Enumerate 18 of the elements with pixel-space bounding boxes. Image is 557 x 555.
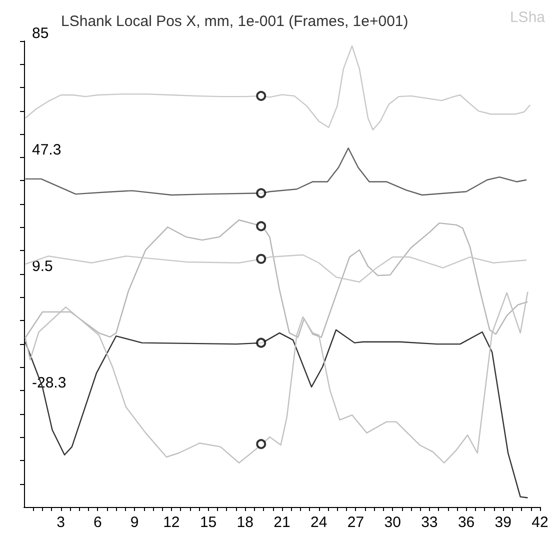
y-tick-label: 85 (32, 25, 49, 42)
x-tick-label: 21 (274, 514, 290, 531)
x-tick-label: 30 (384, 514, 401, 531)
x-tick-label: 15 (200, 514, 217, 531)
x-tick-label: 9 (130, 514, 139, 531)
x-tick-label: 42 (532, 514, 548, 531)
chart-title: LShank Local Pos X, mm, 1e-001 (Frames, 1e+001) (61, 13, 408, 30)
y-tick-label: 9.5 (32, 258, 53, 275)
x-tick-label: 12 (163, 514, 180, 531)
x-tick-label: 24 (310, 514, 328, 531)
x-tick-label: 3 (56, 514, 66, 531)
x-tick-label: 6 (94, 514, 102, 531)
x-tick-label: 18 (236, 514, 254, 531)
x-tick-label: 27 (347, 514, 364, 531)
x-tick-label: 36 (458, 514, 475, 531)
x-tick-label: 33 (421, 514, 438, 531)
y-tick-label: 47.3 (32, 141, 62, 158)
x-tick-label: 39 (494, 514, 512, 531)
